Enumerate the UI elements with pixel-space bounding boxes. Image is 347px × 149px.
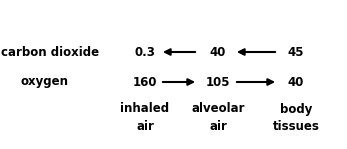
Text: inhaled
air: inhaled air bbox=[120, 103, 170, 134]
Text: carbon dioxide: carbon dioxide bbox=[1, 45, 99, 59]
Text: 40: 40 bbox=[288, 76, 304, 89]
Text: 105: 105 bbox=[206, 76, 230, 89]
Text: alveolar
air: alveolar air bbox=[191, 103, 245, 134]
Text: 160: 160 bbox=[133, 76, 157, 89]
Text: 40: 40 bbox=[210, 45, 226, 59]
Text: body
tissues: body tissues bbox=[272, 103, 320, 134]
Text: oxygen: oxygen bbox=[21, 76, 69, 89]
Text: 45: 45 bbox=[288, 45, 304, 59]
Text: 0.3: 0.3 bbox=[135, 45, 155, 59]
